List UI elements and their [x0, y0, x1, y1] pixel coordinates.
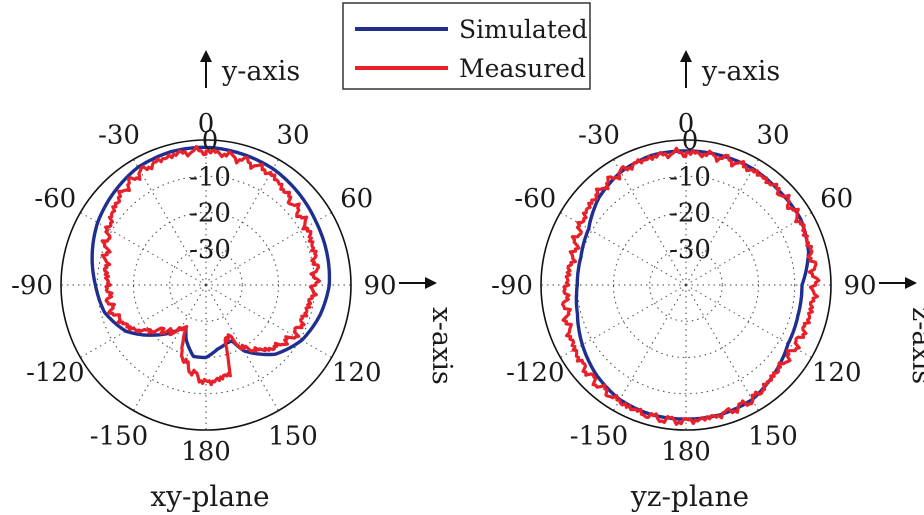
angle-label-120: 120	[812, 358, 862, 388]
grid-spoke	[205, 284, 332, 358]
x-axis-arrow-head	[425, 277, 437, 289]
angle-label-30: 30	[756, 120, 789, 150]
angle-label--150: -150	[90, 422, 148, 452]
y-axis-label: y-axis	[701, 56, 780, 87]
grid-spoke	[613, 284, 687, 411]
radial-label: -20	[669, 199, 711, 229]
polar-plot-xy: 30 60 90 120 150 -150 -120 -90 -60 -30 0 180 0 -10 -20…	[11, 50, 457, 513]
angle-label-180: 180	[181, 437, 231, 467]
angle-label-60: 60	[820, 184, 853, 214]
radial-label: 0	[682, 126, 699, 156]
grid-spoke	[205, 159, 279, 286]
x-axis-arrow-head	[905, 277, 917, 289]
radial-label: 0	[202, 126, 219, 156]
grid-spoke	[133, 284, 207, 411]
angle-label--120: -120	[506, 358, 564, 388]
angle-label-90: 90	[843, 271, 876, 301]
angle-label--120: -120	[26, 358, 84, 388]
outer-ring	[60, 139, 352, 431]
angle-label--90: -90	[491, 271, 533, 301]
angle-label-180: 180	[661, 437, 711, 467]
grid-spoke	[80, 212, 207, 286]
series-measured-xy	[100, 144, 321, 387]
grid-spoke	[613, 159, 687, 286]
angle-label-60: 60	[340, 184, 373, 214]
angle-label-0: 0	[198, 109, 215, 139]
angle-label--150: -150	[570, 422, 628, 452]
grid-spoke	[685, 212, 812, 286]
angle-label-120: 120	[332, 358, 382, 388]
grid-ring	[169, 248, 243, 322]
grid-spoke	[80, 284, 207, 358]
angle-label-90: 90	[363, 271, 396, 301]
y-axis-arrow-head	[680, 50, 692, 62]
x-axis-label: z-axis	[906, 307, 924, 384]
plane-label: yz-plane	[630, 480, 749, 513]
grid-spoke	[133, 159, 207, 286]
grid-spoke	[685, 159, 759, 286]
angle-label--30: -30	[578, 120, 620, 150]
legend-label-measured: Measured	[459, 54, 586, 83]
legend-label-simulated: Simulated	[459, 15, 588, 44]
angle-label-150: 150	[268, 422, 318, 452]
legend-box	[342, 2, 591, 90]
angle-label--60: -60	[514, 184, 556, 214]
grid-spoke	[685, 284, 812, 358]
grid-spoke	[685, 284, 759, 411]
y-axis-arrow-head	[200, 50, 212, 62]
series-simulated-xy	[90, 145, 332, 360]
polar-plot-yz: 30 60 90 120 150 -150 -120 -90 -60 -30 0 180 0 -10 -20…	[491, 50, 924, 513]
angle-label-0: 0	[678, 109, 695, 139]
angle-label-30: 30	[276, 120, 309, 150]
radial-label: -10	[189, 162, 231, 192]
plane-label: xy-plane	[150, 480, 269, 513]
series-measured-yz	[561, 146, 821, 426]
outer-ring	[540, 139, 832, 431]
radial-label: -10	[669, 162, 711, 192]
grid-spoke	[560, 212, 687, 286]
angle-label--30: -30	[98, 120, 140, 150]
grid-spoke	[560, 284, 687, 358]
grid-ring	[649, 248, 723, 322]
grid-spoke	[205, 212, 332, 286]
angle-label--90: -90	[11, 271, 53, 301]
radial-label: -30	[669, 235, 711, 265]
radial-label: -20	[189, 199, 231, 229]
angle-label--60: -60	[34, 184, 76, 214]
angle-label-150: 150	[748, 422, 798, 452]
x-axis-label: x-axis	[426, 307, 457, 385]
legend: Simulated Measured	[342, 2, 591, 90]
y-axis-label: y-axis	[221, 56, 300, 87]
radial-label: -30	[189, 235, 231, 265]
